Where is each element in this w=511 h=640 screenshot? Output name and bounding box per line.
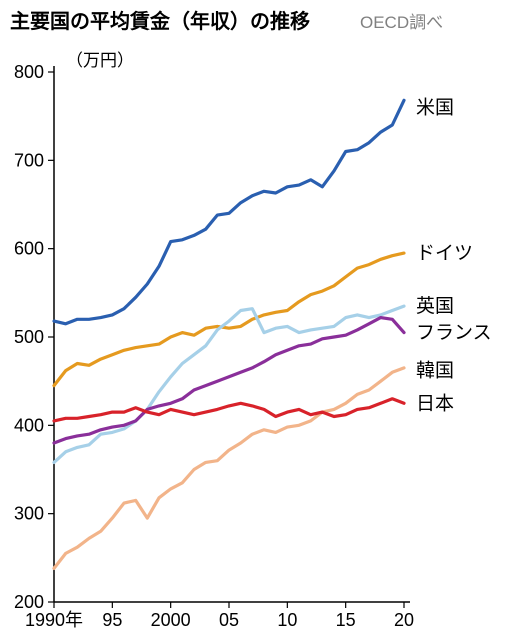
chart-svg: 主要国の平均賃金（年収）の推移 OECD調べ （万円） 200 300 400 500 600… <box>0 0 511 640</box>
y-axis-unit: （万円） <box>66 51 134 70</box>
x-tick-label: 2000 <box>151 610 191 630</box>
series-label-us: 米国 <box>416 96 454 118</box>
x-tick-label: 95 <box>102 610 122 630</box>
x-tick-label: 15 <box>336 610 356 630</box>
y-tick-label: 300 <box>14 504 44 524</box>
y-tick-label: 600 <box>14 239 44 259</box>
y-tick-label: 800 <box>14 62 44 82</box>
series-label-fr: フランス <box>416 323 492 344</box>
series-jp <box>54 399 404 421</box>
series-kr <box>54 368 404 569</box>
series-fr <box>54 318 404 443</box>
x-tick-label: 05 <box>219 610 239 630</box>
chart-container: 主要国の平均賃金（年収）の推移 OECD調べ （万円） 200 300 400 500 600… <box>0 0 511 640</box>
series-label-jp: 日本 <box>416 392 454 414</box>
chart-source: OECD調べ <box>360 13 443 32</box>
x-tick-label: 1990年 <box>25 610 83 630</box>
chart-title: 主要国の平均賃金（年収）の推移 <box>10 9 310 33</box>
series-label-uk: 英国 <box>416 295 454 317</box>
y-tick-label: 400 <box>14 415 44 435</box>
series-label-kr: 韓国 <box>416 360 454 382</box>
x-tick-label: 10 <box>277 610 297 630</box>
y-tick-label: 200 <box>14 592 44 612</box>
x-tick-label: 20 <box>394 610 414 630</box>
series-us <box>54 100 404 323</box>
y-tick-label: 700 <box>14 150 44 170</box>
y-tick-label: 500 <box>14 327 44 347</box>
series-label-de: ドイツ <box>416 243 473 264</box>
